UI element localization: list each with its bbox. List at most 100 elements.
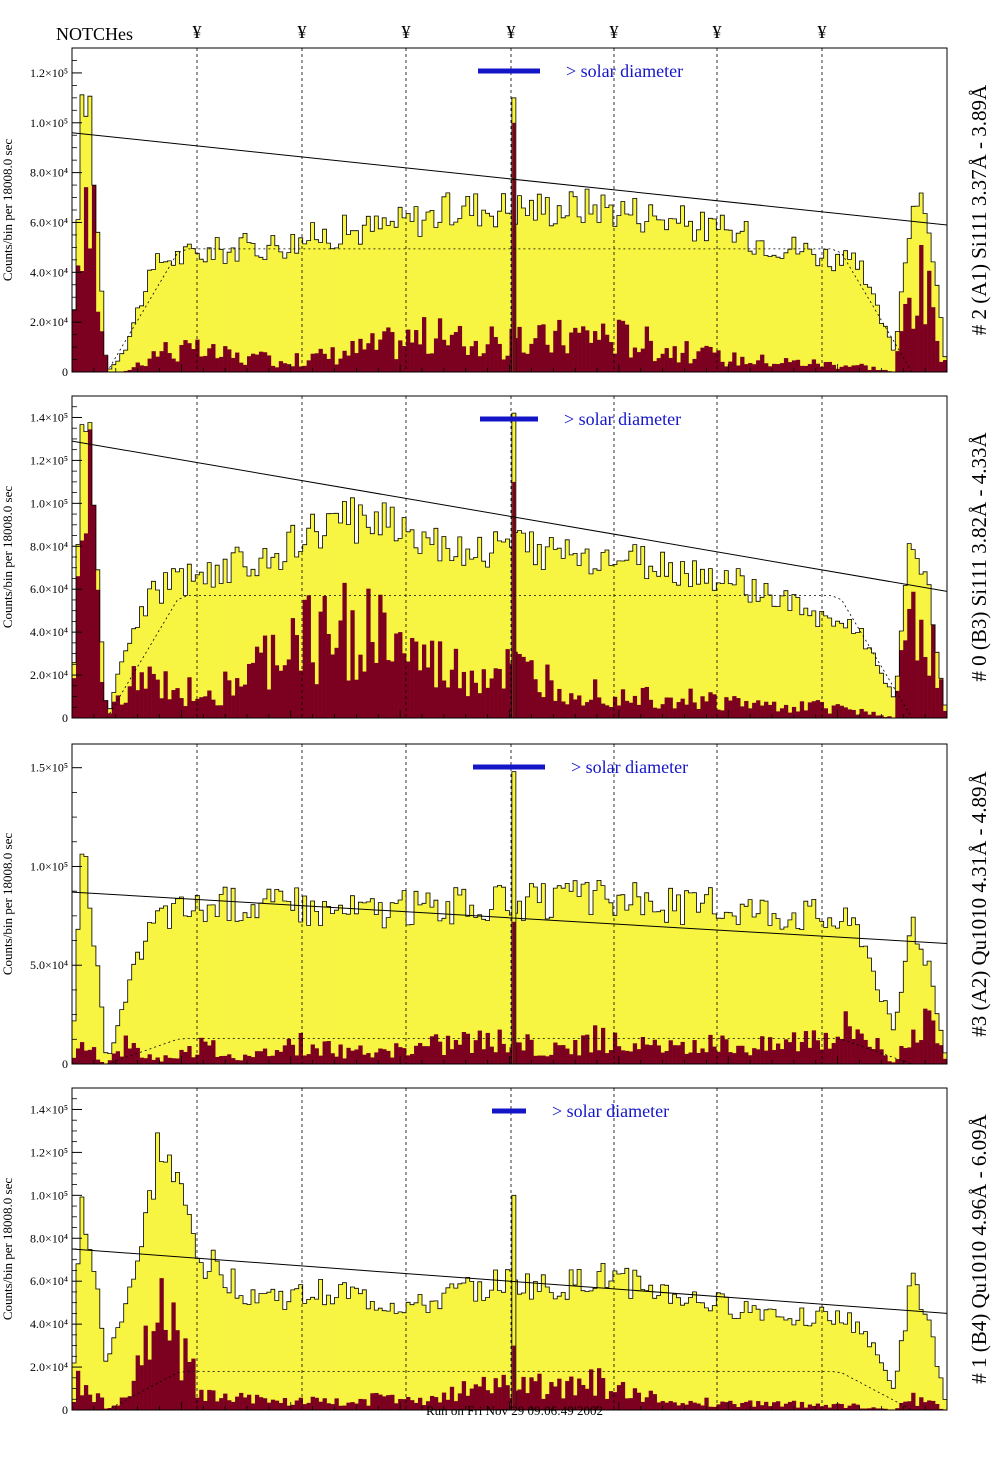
dark-bar xyxy=(235,352,240,372)
bar xyxy=(652,1298,657,1410)
bar xyxy=(600,885,606,1064)
bar xyxy=(469,905,475,1064)
bar xyxy=(648,566,653,718)
dark-bar xyxy=(724,1039,729,1064)
bar xyxy=(394,903,399,1064)
dark-bar xyxy=(664,348,669,372)
bar xyxy=(553,549,558,718)
dark-bar xyxy=(390,661,395,718)
dark-bar xyxy=(795,1051,801,1064)
bar xyxy=(338,243,343,372)
dark-bar xyxy=(441,1055,447,1064)
dark-bar xyxy=(362,1399,367,1410)
bar xyxy=(465,1277,471,1410)
bar xyxy=(195,253,200,372)
bar xyxy=(99,641,105,718)
dark-bar xyxy=(322,353,327,372)
dark-bar xyxy=(696,708,701,718)
dark-bar xyxy=(79,1042,85,1064)
bar xyxy=(457,536,463,718)
bar xyxy=(593,1288,598,1410)
dark-bar xyxy=(414,1402,419,1410)
dark-bar xyxy=(87,429,93,718)
dark-bar xyxy=(640,1037,646,1064)
bar xyxy=(378,228,383,372)
bar xyxy=(433,528,439,718)
bar xyxy=(604,549,610,718)
dark-bar xyxy=(453,648,459,718)
panel-title: # 2 (A1) Si111 3.37Å - 3.89Å xyxy=(967,84,991,335)
bar xyxy=(644,892,650,1064)
bar xyxy=(223,559,228,718)
dark-bar xyxy=(919,1397,924,1410)
dark-bar xyxy=(433,1397,439,1410)
bar xyxy=(473,193,478,372)
dark-bar xyxy=(425,667,431,718)
dark-bar xyxy=(823,1404,828,1410)
dark-bar xyxy=(203,696,208,718)
dark-bar xyxy=(823,362,828,372)
bar xyxy=(215,237,220,372)
dark-bar xyxy=(787,712,793,718)
bar xyxy=(231,888,236,1064)
dark-bar xyxy=(585,1034,590,1064)
dark-bar xyxy=(541,324,546,372)
bar xyxy=(115,1327,121,1410)
dark-bar xyxy=(521,1376,526,1410)
dark-bar xyxy=(469,1052,475,1064)
bar xyxy=(680,924,685,1064)
dark-bar xyxy=(604,705,610,718)
dark-bar xyxy=(795,711,801,718)
dark-bar xyxy=(179,345,184,372)
bar xyxy=(923,213,928,372)
bar xyxy=(907,1285,912,1410)
dark-bar xyxy=(163,1329,168,1410)
bar xyxy=(648,1285,653,1410)
histogram-outline xyxy=(71,1132,947,1410)
bar xyxy=(752,579,757,718)
dark-bar xyxy=(911,1029,916,1064)
dark-bar xyxy=(895,1408,900,1410)
dark-bar xyxy=(600,703,606,718)
bar xyxy=(644,578,650,718)
dark-bar xyxy=(549,1382,554,1410)
dark-bar xyxy=(640,687,646,718)
dark-bar xyxy=(250,353,256,372)
dark-bar xyxy=(549,352,554,372)
dark-bar xyxy=(696,1053,701,1064)
bar xyxy=(696,912,701,1064)
bar xyxy=(764,583,769,718)
bar xyxy=(147,1190,152,1410)
bar xyxy=(362,902,367,1064)
bar xyxy=(919,1309,924,1410)
dark-bar xyxy=(855,365,860,372)
dark-bar xyxy=(839,705,844,718)
bar xyxy=(119,661,125,718)
histogram-outline xyxy=(71,94,947,372)
bar xyxy=(75,929,81,1064)
dark-bar xyxy=(247,1394,252,1410)
dark-bar xyxy=(712,352,717,372)
dark-bar xyxy=(437,641,443,718)
y-tick-label: 4.0×10⁴ xyxy=(30,1317,68,1331)
dark-bar xyxy=(489,1393,494,1410)
dark-bar xyxy=(223,346,228,372)
bar xyxy=(724,570,729,718)
dark-bar xyxy=(386,1050,391,1064)
bar xyxy=(875,665,880,718)
bar xyxy=(298,551,303,718)
bar xyxy=(859,1333,864,1410)
dark-bar xyxy=(692,1402,697,1410)
bar xyxy=(187,916,192,1064)
bar xyxy=(139,1246,144,1410)
dark-bar xyxy=(258,1051,264,1064)
dark-bar xyxy=(748,708,753,718)
dark-bar xyxy=(445,1035,451,1064)
dark-bar xyxy=(326,1041,331,1064)
dark-bar xyxy=(394,633,399,718)
dark-bar xyxy=(696,1403,701,1410)
bar xyxy=(79,854,85,1064)
dark-bar xyxy=(752,364,757,372)
bar xyxy=(374,511,379,718)
dark-bar xyxy=(175,1058,180,1064)
